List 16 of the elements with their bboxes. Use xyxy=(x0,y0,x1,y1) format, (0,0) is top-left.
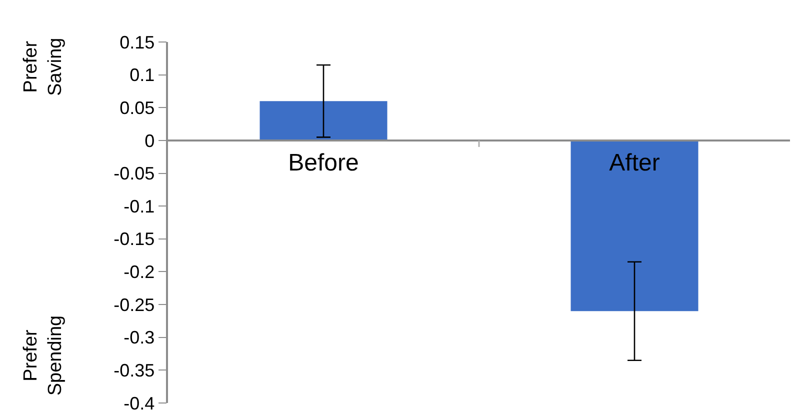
y-tick-label: -0.1 xyxy=(124,196,155,216)
y-tick-label: -0.2 xyxy=(124,262,155,282)
text: Prefer Spending xyxy=(20,315,66,396)
y-tick-label: 0.05 xyxy=(120,98,155,118)
text: Prefer Saving xyxy=(20,38,66,96)
y-tick-label: -0.15 xyxy=(114,229,155,250)
y-tick-label: -0.3 xyxy=(124,328,155,348)
y-tick-label: 0.15 xyxy=(120,32,155,52)
y-tick-label: -0.25 xyxy=(114,294,155,315)
y-tick-label: -0.05 xyxy=(114,164,155,184)
y-tick-label: -0.4 xyxy=(124,393,155,414)
x-tick-label: Before xyxy=(288,149,359,176)
x-tick-label: After xyxy=(609,149,660,176)
y-tick-label: 0.1 xyxy=(130,65,155,86)
y-tick-label: 0 xyxy=(144,130,155,151)
y-tick-label: -0.35 xyxy=(114,360,155,380)
